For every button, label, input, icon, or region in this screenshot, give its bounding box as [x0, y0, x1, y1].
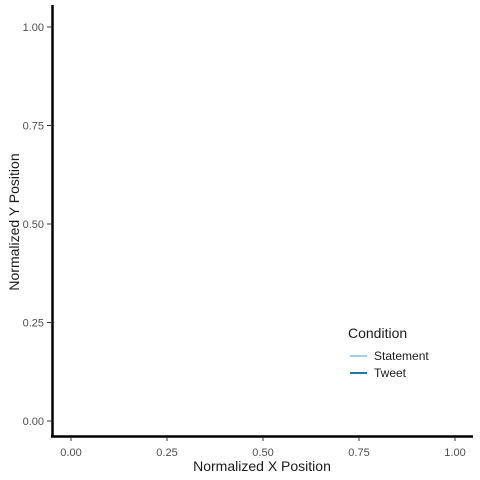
x-tick-label: 0.00 [60, 447, 81, 459]
y-axis-title: Normalized Y Position [6, 153, 22, 290]
x-tick-label: 0.50 [252, 447, 273, 459]
legend-title: Condition [348, 325, 407, 341]
x-tick-label: 0.75 [348, 447, 369, 459]
y-ticks: 0.00 0.25 0.50 0.75 1.00 [23, 22, 51, 428]
y-tick-label: 1.00 [23, 22, 44, 34]
y-tick-label: 0.25 [23, 318, 44, 330]
legend-label: Tweet [374, 366, 407, 380]
x-tick-label: 0.25 [156, 447, 177, 459]
legend: Condition Statement Tweet [348, 325, 429, 380]
legend-label: Statement [374, 349, 429, 363]
y-tick-label: 0.00 [23, 416, 44, 428]
x-axis-title: Normalized X Position [193, 458, 331, 474]
y-tick-label: 0.75 [23, 121, 44, 133]
y-tick-label: 0.50 [23, 219, 44, 231]
x-ticks: 0.00 0.25 0.50 0.75 1.00 [60, 437, 466, 459]
legend-entries: Statement Tweet [350, 349, 429, 380]
x-tick-label: 1.00 [444, 447, 465, 459]
